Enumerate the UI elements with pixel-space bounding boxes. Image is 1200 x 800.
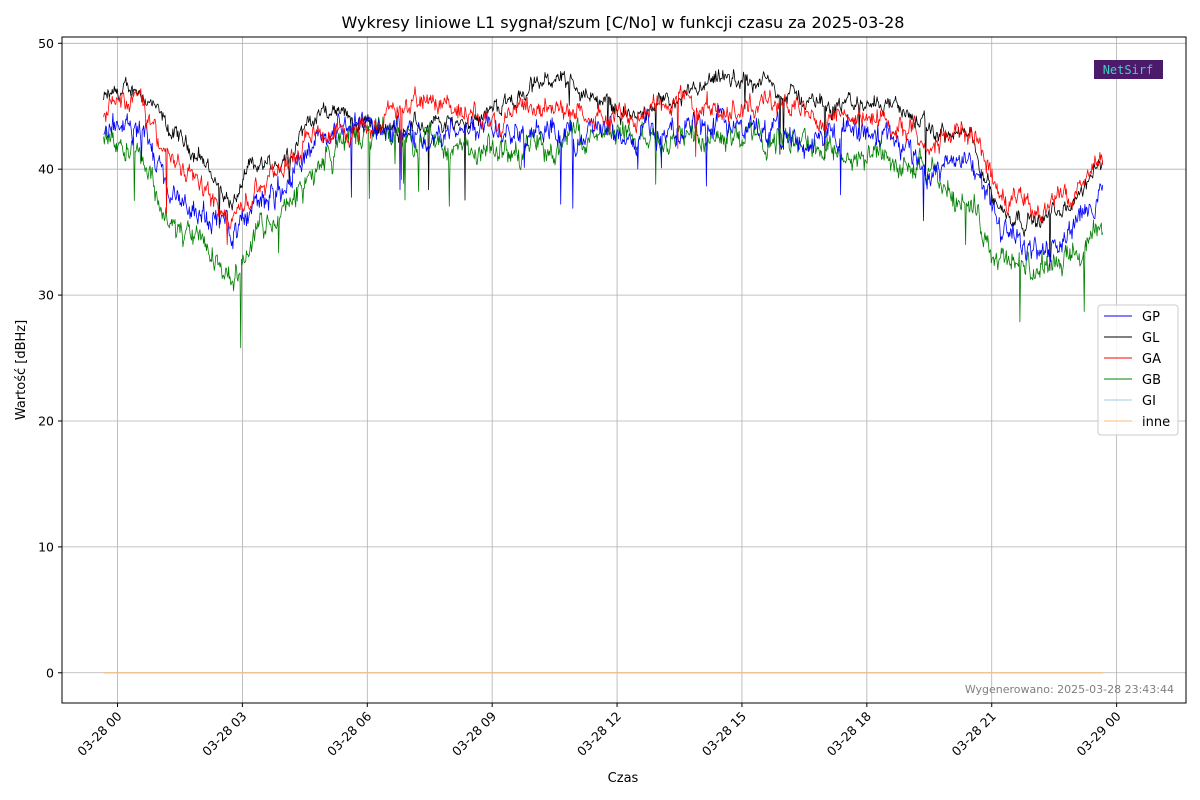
y-tick-label: 40	[38, 162, 54, 177]
y-tick-label: 10	[38, 539, 54, 554]
chart-title: Wykresy liniowe L1 sygnał/szum [C/No] w …	[342, 13, 905, 32]
x-axis-label: Czas	[608, 771, 639, 786]
series-line-ga	[103, 84, 1104, 246]
series-layer	[103, 69, 1104, 674]
logo-background	[1094, 60, 1163, 79]
legend: GP GL GA GB GI inne	[1097, 304, 1179, 436]
logo-text: NetSirf	[1103, 63, 1154, 77]
plot-frame	[61, 36, 1187, 704]
logo: NetSirf	[1094, 60, 1163, 79]
legend-label-gl: GL	[1142, 331, 1160, 346]
legend-label-ga: GA	[1142, 352, 1161, 367]
legend-label-inne: inne	[1142, 415, 1170, 430]
y-tick-label: 0	[46, 665, 54, 680]
legend-label-gi: GI	[1142, 394, 1156, 409]
legend-label-gb: GB	[1142, 373, 1161, 388]
y-tick-label: 20	[38, 413, 54, 428]
y-tick-label: 30	[38, 288, 54, 303]
series-line-gb	[103, 114, 1104, 349]
y-axis-label: Wartość [dBHz]	[14, 320, 29, 420]
y-tick-label: 50	[38, 36, 54, 51]
legend-label-gp: GP	[1142, 310, 1160, 325]
series-line-gl	[103, 69, 1104, 271]
generated-timestamp: Wygenerowano: 2025-03-28 23:43:44	[965, 683, 1174, 696]
grid-lines	[62, 37, 1186, 703]
y-axis-ticks: 0 10 20 30 40 50	[38, 36, 62, 680]
